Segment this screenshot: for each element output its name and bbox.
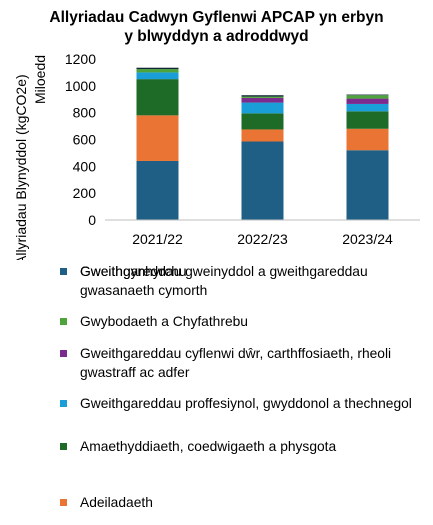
bar-segment: [136, 69, 179, 73]
legend-swatch: [60, 400, 67, 407]
legend-item: Gweithgareddau proffesiynol, gwyddonol a…: [60, 394, 420, 413]
y-tick-label: 200: [73, 185, 97, 201]
legend-label: Amaethyddiaeth, coedwigaeth a physgota: [80, 439, 337, 454]
bar-segment: [346, 98, 389, 104]
y-tick-label: 1200: [65, 51, 96, 67]
y-tick-label: 800: [73, 105, 97, 121]
bar-segment: [346, 95, 389, 99]
bar-segment: [136, 160, 179, 220]
y-axis-unit-label: Miloedd: [32, 55, 48, 104]
x-tick-label: 2022/23: [237, 231, 288, 247]
legend-item: Adeiladaeth: [60, 493, 420, 512]
bar-segment: [136, 115, 179, 161]
chart-title: Allyriadau Cadwyn Gyflenwi APCAP yn erby…: [0, 8, 433, 46]
bar-segment: [241, 96, 284, 98]
legend-swatch: [60, 318, 67, 325]
bar-segment: [241, 113, 284, 130]
chart-plot: 0 200 400 600 800 1000 1200 2021/22 2022/23 2023…: [13, 51, 420, 260]
legend-item: Gweithgynhyrchu: [60, 262, 420, 281]
legend-item: Gwybodaeth a Chyfathrebu: [60, 312, 420, 331]
legend-label: Gweithgareddau proffesiynol, gwyddonol a…: [80, 396, 412, 411]
bars: [136, 67, 389, 220]
legend-label: Gweithgareddau cyflenwi dŵr, carthffosia…: [80, 346, 392, 380]
bar-segment: [241, 129, 284, 142]
x-tick-label: 2023/24: [342, 231, 393, 247]
bar-segment: [136, 67, 179, 70]
bar-segment: [136, 72, 179, 80]
y-axis-tick-labels: 0 200 400 600 800 1000 1200: [65, 51, 96, 228]
legend-item: Amaethyddiaeth, coedwigaeth a physgota: [60, 437, 420, 456]
bar-segment: [346, 94, 389, 96]
y-tick-label: 0: [88, 212, 96, 228]
legend-label: Gweithgareddau gweinyddol a gweithgaredd…: [80, 264, 368, 298]
legend-swatch: [60, 350, 67, 357]
y-tick-label: 1000: [65, 78, 96, 94]
legend-item: Gweithgareddau cyflenwi dŵr, carthffosia…: [60, 344, 420, 382]
bar-segment: [346, 128, 389, 151]
legend-label: Gweithgynhyrchu: [80, 264, 187, 279]
bar-segment: [241, 141, 284, 220]
y-tick-label: 400: [73, 158, 97, 174]
y-axis-title: Allyriadau Blynyddol (kgCO2e): [13, 74, 29, 260]
chart-title-line-1: Allyriadau Cadwyn Gyflenwi APCAP yn erby…: [49, 9, 384, 26]
chart-title-line-2: y blwyddyn a adroddwyd: [124, 28, 309, 45]
bar-segment: [241, 95, 284, 97]
y-tick-label: 600: [73, 132, 97, 148]
legend-swatch: [60, 499, 67, 506]
legend-label: Adeiladaeth: [80, 495, 153, 510]
bar-segment: [241, 97, 284, 103]
bar-segment: [346, 150, 389, 220]
bar-segment: [346, 103, 389, 112]
legend-swatch: [60, 268, 67, 275]
legend-label: Gwybodaeth a Chyfathrebu: [80, 314, 248, 329]
bar-segment: [136, 79, 179, 116]
bar-segment: [241, 102, 284, 114]
bar-segment: [346, 111, 389, 129]
x-tick-label: 2021/22: [132, 231, 183, 247]
legend-swatch: [60, 443, 67, 450]
x-axis-tick-labels: 2021/22 2022/23 2023/24: [132, 231, 393, 247]
